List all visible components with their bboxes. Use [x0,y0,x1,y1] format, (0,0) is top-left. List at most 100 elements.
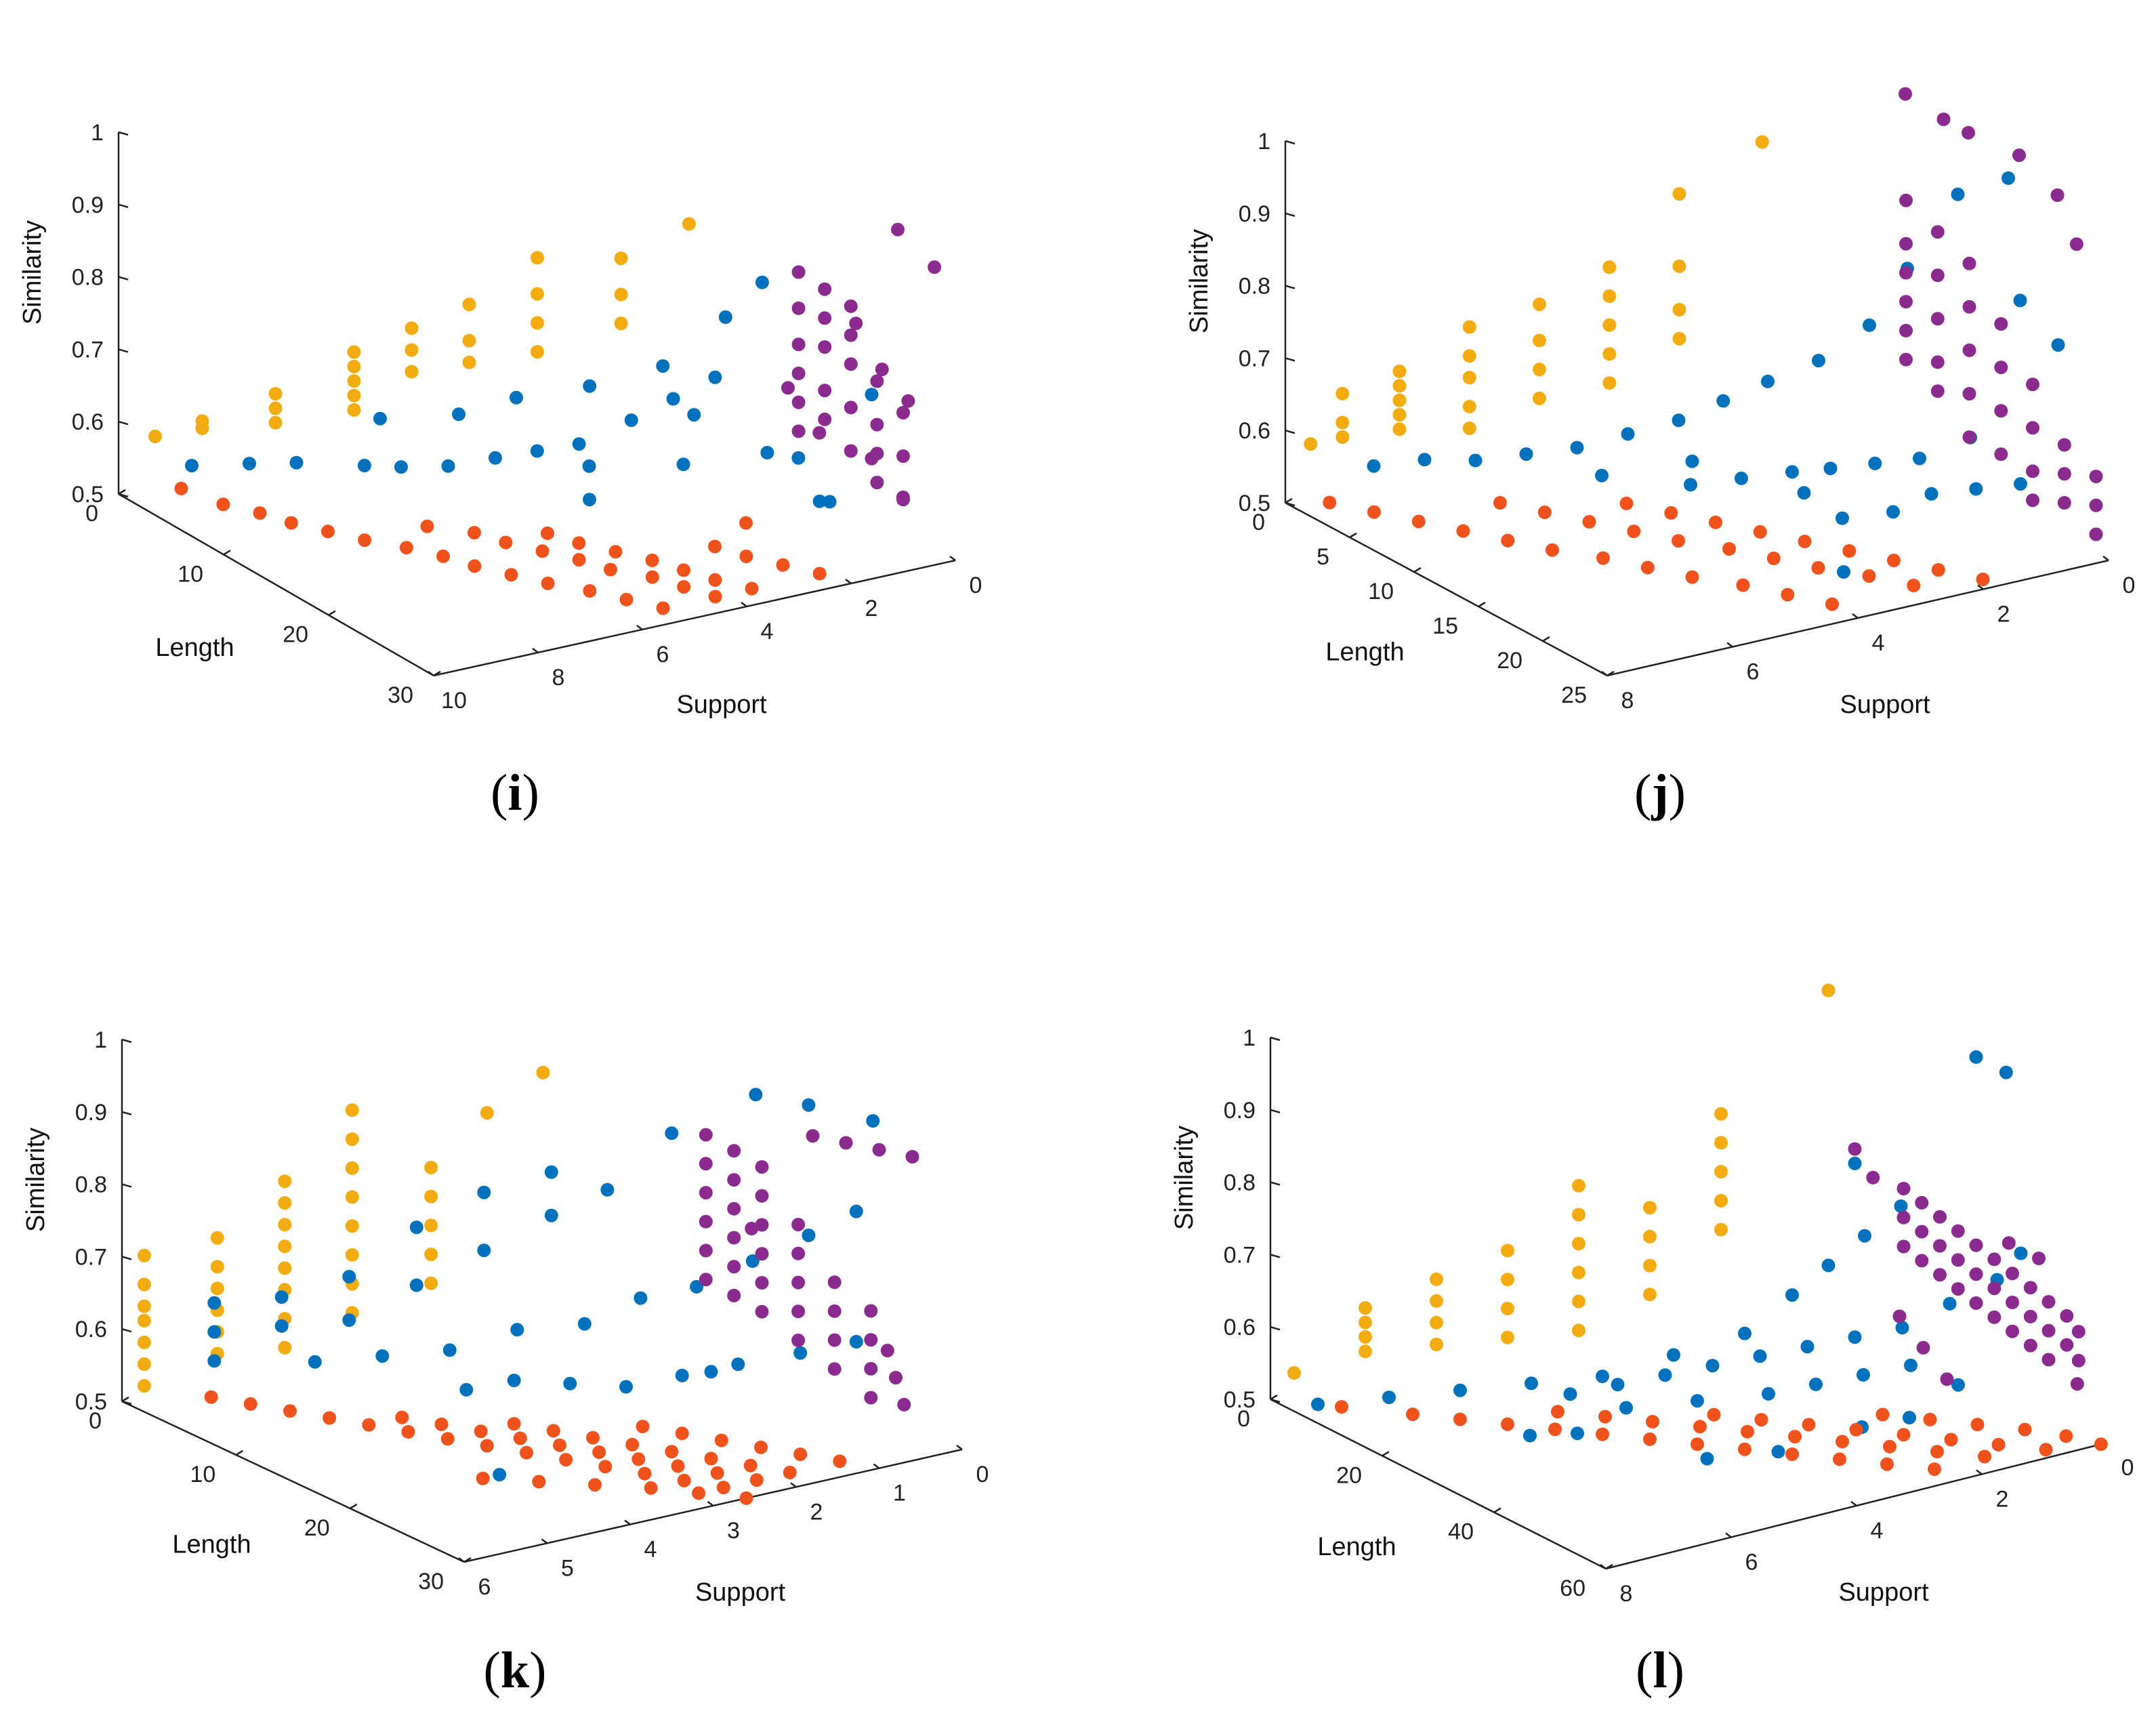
data-point-orange [636,1420,650,1434]
support-tick [949,556,956,561]
data-point-blue [1563,1387,1577,1401]
similarity-tick [118,420,129,426]
data-point-orange [1741,1424,1754,1439]
length-tick-label: 0 [1237,1406,1250,1432]
data-point-yellow [1572,1294,1585,1309]
data-point-orange [604,562,617,577]
data-point-yellow [1643,1201,1657,1215]
data-point-purple [1899,87,1912,101]
data-point-orange [675,1426,689,1441]
data-point-orange [204,1390,218,1404]
support-tick-label: 4 [761,619,774,644]
data-point-purple [827,1333,842,1347]
support-tick-label: 8 [1620,1581,1633,1607]
data-point-purple [2089,498,2103,512]
data-point-orange [1551,1405,1564,1419]
data-point-orange [174,481,188,495]
data-point-yellow [1533,333,1546,348]
data-point-yellow [614,251,628,266]
data-point-purple [727,1288,741,1302]
support-tick [636,625,643,630]
data-point-purple [791,1275,806,1290]
data-point-purple [1930,355,1945,369]
length-tick [1349,532,1357,539]
data-point-orange [1406,1407,1419,1422]
data-point-purple [905,1150,919,1163]
support-tick-label: 1 [893,1481,906,1506]
data-point-purple [844,299,858,313]
support-tick [1600,1564,1606,1569]
data-point-blue [1903,1411,1916,1424]
support-tick-label: 5 [561,1555,574,1581]
similarity-tick-label: 0.6 [75,1317,107,1342]
data-point-orange [2018,1422,2032,1437]
similarity-tick [1285,140,1295,145]
data-point-purple [2023,1338,2037,1353]
data-point-orange [420,519,434,533]
similarity-axis-label: Similarity [18,220,47,325]
data-point-yellow [278,1218,292,1232]
data-point-orange [583,584,597,598]
similarity-axis-label: Similarity [22,1128,50,1232]
data-point-yellow [1714,1136,1728,1150]
support-tick [1601,671,1608,676]
data-point-orange [1453,1412,1467,1426]
series-orange [174,481,827,615]
data-point-purple [1915,1195,1929,1210]
data-point-yellow [278,1196,292,1210]
data-point-blue [1611,1378,1625,1392]
data-point-yellow [345,1219,359,1233]
data-point-orange [1596,551,1610,565]
data-point-yellow [1533,297,1546,312]
support-tick-label: 0 [2123,573,2136,598]
data-point-blue [1797,486,1811,500]
data-point-blue [1894,1199,1908,1213]
data-point-purple [755,1276,769,1290]
data-point-orange [468,559,482,573]
similarity-tick-label: 0.6 [1239,418,1270,444]
data-point-orange [631,1452,646,1466]
data-point-yellow [268,415,283,430]
data-point-yellow [536,1065,550,1079]
data-point-purple [2041,1323,2056,1338]
data-point-yellow [1602,260,1617,274]
data-point-orange [619,592,634,606]
data-point-orange [1785,1447,1799,1461]
data-point-orange [1691,1437,1704,1451]
data-point-blue [1762,1386,1775,1401]
data-point-purple [864,1333,878,1347]
data-point-purple [2023,1309,2037,1323]
data-point-orange [546,1424,560,1438]
data-point-purple [1892,1309,1907,1323]
data-point-orange [645,570,659,584]
data-point-blue [849,1204,863,1218]
data-point-blue [687,408,701,422]
length-axis-line [121,1400,465,1563]
data-point-orange [513,1431,527,1445]
data-point-purple [901,394,915,408]
data-point-orange [656,601,670,615]
data-point-blue [394,460,408,474]
data-point-orange [1978,1449,1991,1464]
data-point-blue [1837,565,1850,579]
data-point-purple [1962,430,1976,445]
data-point-yellow [1672,259,1686,273]
data-point-blue [274,1290,289,1304]
data-point-blue [1895,1321,1909,1335]
data-point-yellow [424,1276,438,1290]
data-point-yellow [268,401,283,415]
data-point-yellow [405,343,419,357]
data-point-blue [207,1354,222,1368]
data-point-orange [1501,1417,1514,1431]
data-point-yellow [1501,1273,1514,1287]
data-point-blue [1525,1376,1538,1391]
data-point-blue [1886,505,1900,519]
similarity-tick [1285,357,1295,362]
data-point-yellow [1335,415,1350,430]
data-point-purple [1930,225,1945,239]
data-point-blue [2002,171,2015,185]
data-point-blue [583,379,597,393]
data-point-yellow [1359,1344,1372,1359]
data-point-blue [185,459,199,473]
